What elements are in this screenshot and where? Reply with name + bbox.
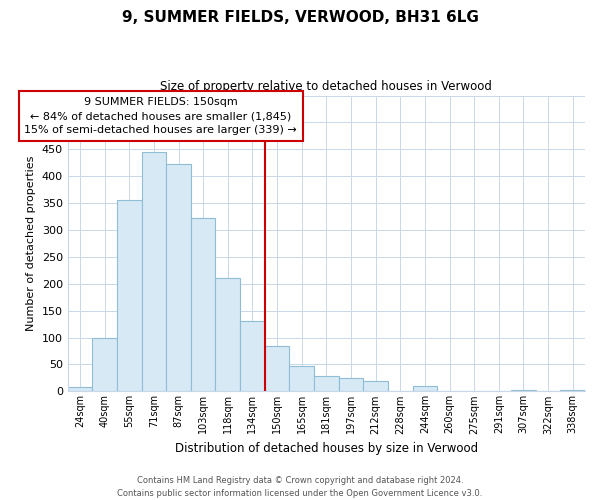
Bar — [142, 152, 166, 392]
Bar — [240, 322, 265, 392]
Text: Contains HM Land Registry data © Crown copyright and database right 2024.
Contai: Contains HM Land Registry data © Crown c… — [118, 476, 482, 498]
Bar — [314, 376, 338, 392]
X-axis label: Distribution of detached houses by size in Verwood: Distribution of detached houses by size … — [175, 442, 478, 455]
Bar — [191, 218, 215, 392]
Bar — [511, 390, 536, 392]
Bar — [166, 164, 191, 392]
Text: 9 SUMMER FIELDS: 150sqm
← 84% of detached houses are smaller (1,845)
15% of semi: 9 SUMMER FIELDS: 150sqm ← 84% of detache… — [25, 97, 297, 135]
Bar — [338, 378, 363, 392]
Bar — [560, 390, 585, 392]
Title: Size of property relative to detached houses in Verwood: Size of property relative to detached ho… — [160, 80, 492, 93]
Text: 9, SUMMER FIELDS, VERWOOD, BH31 6LG: 9, SUMMER FIELDS, VERWOOD, BH31 6LG — [122, 10, 478, 25]
Bar — [215, 278, 240, 392]
Bar — [117, 200, 142, 392]
Bar — [363, 380, 388, 392]
Bar — [265, 346, 289, 392]
Bar — [68, 387, 92, 392]
Y-axis label: Number of detached properties: Number of detached properties — [26, 156, 36, 331]
Bar — [289, 366, 314, 392]
Bar — [92, 338, 117, 392]
Bar — [413, 386, 437, 392]
